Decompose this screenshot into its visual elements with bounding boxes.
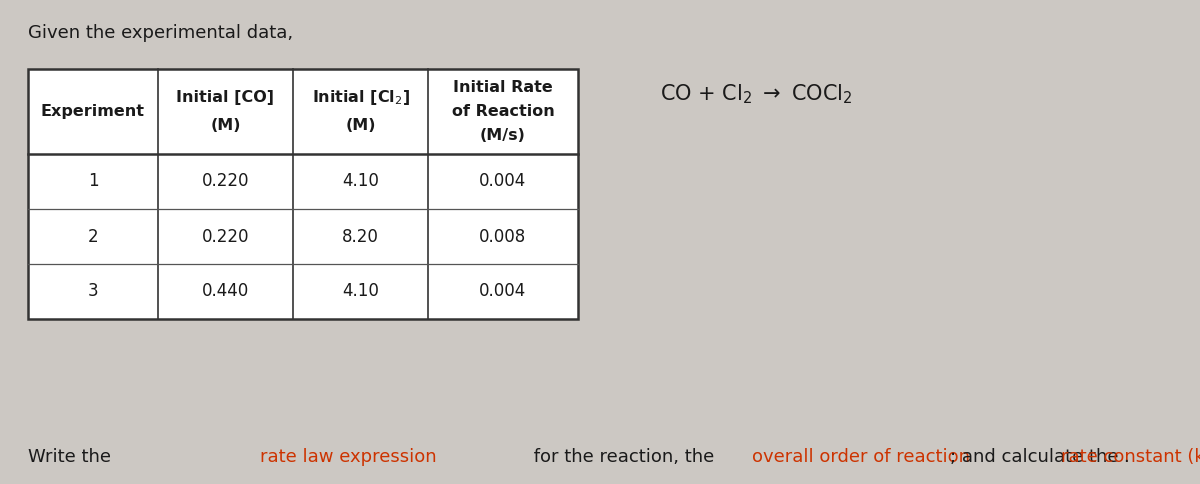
Text: rate law expression: rate law expression bbox=[260, 448, 437, 466]
Text: 0.008: 0.008 bbox=[479, 227, 527, 245]
Text: 3: 3 bbox=[88, 283, 98, 301]
Text: 4.10: 4.10 bbox=[342, 283, 379, 301]
Text: 1: 1 bbox=[88, 172, 98, 191]
Text: of Reaction: of Reaction bbox=[451, 104, 554, 119]
Text: 0.004: 0.004 bbox=[479, 283, 527, 301]
Text: 0.220: 0.220 bbox=[202, 172, 250, 191]
Text: 0.440: 0.440 bbox=[202, 283, 250, 301]
Text: overall order of reaction: overall order of reaction bbox=[751, 448, 970, 466]
Text: 0.220: 0.220 bbox=[202, 227, 250, 245]
Text: (M): (M) bbox=[346, 119, 376, 134]
Text: Initial [Cl$_2$]: Initial [Cl$_2$] bbox=[312, 88, 409, 106]
Text: 2: 2 bbox=[88, 227, 98, 245]
Text: Initial [CO]: Initial [CO] bbox=[176, 90, 275, 105]
Text: Initial Rate: Initial Rate bbox=[454, 80, 553, 95]
Text: 0.004: 0.004 bbox=[479, 172, 527, 191]
Text: .: . bbox=[1123, 448, 1129, 466]
Text: Experiment: Experiment bbox=[41, 104, 145, 119]
Text: ; and calculate the: ; and calculate the bbox=[950, 448, 1124, 466]
Text: for the reaction, the: for the reaction, the bbox=[528, 448, 720, 466]
Bar bbox=[28, 69, 578, 319]
Text: 4.10: 4.10 bbox=[342, 172, 379, 191]
Text: (M/s): (M/s) bbox=[480, 128, 526, 143]
Text: 8.20: 8.20 bbox=[342, 227, 379, 245]
Text: Given the experimental data,: Given the experimental data, bbox=[28, 24, 293, 42]
Text: CO + Cl$_2$ $\rightarrow$ COCl$_2$: CO + Cl$_2$ $\rightarrow$ COCl$_2$ bbox=[660, 82, 853, 106]
Text: Write the: Write the bbox=[28, 448, 116, 466]
Text: rate constant (k): rate constant (k) bbox=[1061, 448, 1200, 466]
Text: (M): (M) bbox=[210, 119, 241, 134]
